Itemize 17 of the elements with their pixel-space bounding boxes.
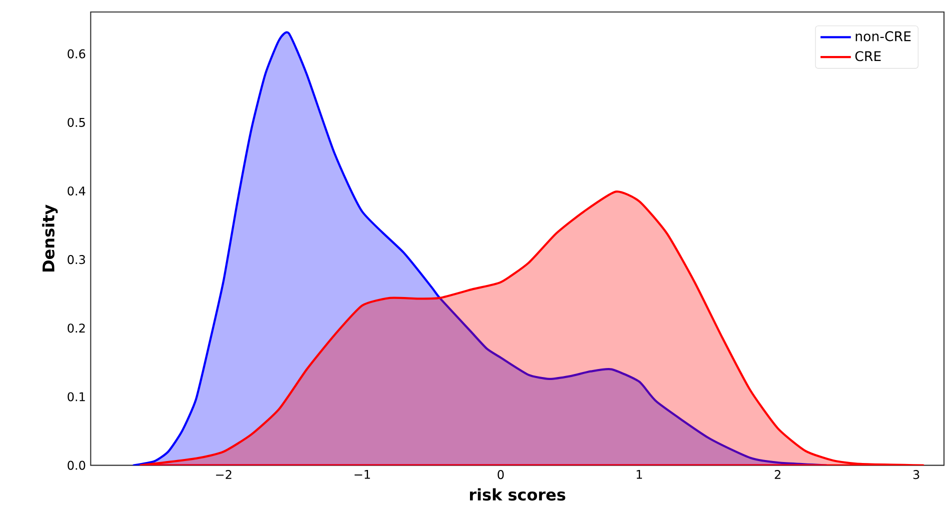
x-tick-label: −2	[216, 470, 232, 479]
x-tick-label: 2	[774, 470, 780, 479]
x-axis-title: risk scores	[470, 488, 566, 501]
y-tick-label: 0.4	[68, 186, 86, 196]
y-tick-label: 0.6	[68, 49, 86, 58]
x-tick-label: 1	[636, 470, 642, 479]
x-tick-label: −1	[354, 470, 370, 479]
y-tick-label: 0.1	[68, 392, 85, 402]
y-tick-label: 0.2	[68, 324, 85, 333]
x-tick-label: 0	[498, 470, 504, 480]
y-tick-label: 0.0	[68, 460, 86, 470]
y-tick-label: 0.3	[68, 255, 85, 264]
legend-label: CRE	[855, 51, 881, 62]
x-tick-label: 3	[913, 470, 920, 480]
y-axis-title: Density	[42, 204, 58, 272]
y-tick-label: 0.5	[68, 118, 85, 127]
legend-label: non-CRE	[856, 31, 911, 42]
